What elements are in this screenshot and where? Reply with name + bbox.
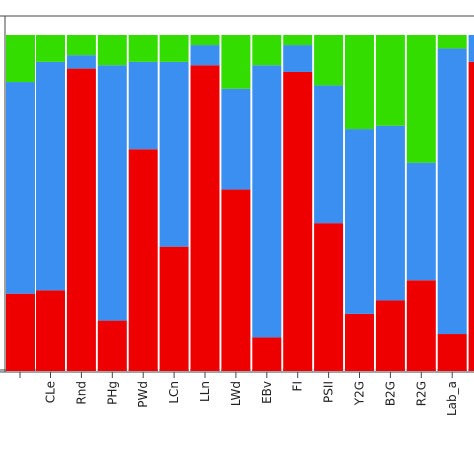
bar-segment-B2G-2	[375, 35, 405, 126]
bar-segment-PSII-0	[314, 223, 344, 371]
bar-segment-PHg-0	[97, 320, 127, 371]
bar-group	[6, 35, 474, 372]
bar-segment-CLe-0	[36, 290, 65, 371]
bar-segment-PWd-0	[128, 149, 158, 371]
bar-segment-Y2G-1	[345, 129, 374, 314]
bar-segment-FI-1	[283, 45, 313, 72]
bar-segment-LWd-1	[221, 88, 251, 190]
bar-segment-partial-red	[6, 293, 35, 371]
x-tick-label: EBv	[260, 381, 274, 404]
bar-segment-Lab_a-1	[437, 48, 467, 335]
bar-segment-PSII-2	[314, 35, 344, 86]
bar-segment-LLn-2	[190, 35, 220, 46]
bar-segment-Y2G-0	[345, 313, 374, 371]
x-tick-label: Lab_a	[445, 381, 459, 416]
x-tick-label: LLn	[198, 381, 212, 402]
x-tick-label: R2G	[414, 381, 428, 406]
bar-segment-partial-blue	[6, 82, 35, 294]
bar-segment-Lab_b-1	[468, 35, 474, 62]
bar-segment-Rnd-0	[66, 68, 96, 371]
x-tick-label: Rnd	[74, 381, 88, 405]
bar-segment-PSII-1	[314, 85, 344, 224]
bar-segment-R2G-1	[406, 162, 436, 281]
x-tick-label: LWd	[229, 381, 243, 406]
bar-segment-LCn-0	[159, 246, 189, 371]
bar-segment-EBv-1	[252, 65, 282, 338]
bar-segment-Lab_a-2	[437, 35, 467, 49]
bar-segment-R2G-2	[406, 35, 436, 163]
bar-segment-EBv-2	[252, 35, 282, 66]
bar-segment-PWd-2	[128, 35, 158, 62]
bar-segment-CLe-2	[36, 35, 65, 62]
bar-segment-Lab_b-0	[468, 61, 474, 371]
bar-segment-Rnd-2	[66, 35, 96, 56]
bar-segment-LLn-1	[190, 45, 220, 66]
bar-segment-PHg-1	[97, 65, 127, 321]
bar-segment-partial-green	[6, 35, 35, 83]
x-tick-label: Y2G	[353, 381, 367, 406]
x-axis: CLe Rnd PHg PWd LCn LLn LWd EBv FI PSII Y2G B2G R2G L…	[19, 372, 459, 416]
x-tick-label: PWd	[136, 381, 150, 408]
bar-segment-Rnd-1	[66, 55, 96, 69]
x-tick-label: CLe	[44, 381, 58, 403]
x-tick-label: LCn	[167, 381, 181, 404]
bar-segment-LWd-0	[221, 189, 251, 371]
bar-segment-B2G-0	[375, 300, 405, 371]
bar-segment-PHg-2	[97, 35, 127, 66]
bar-segment-FI-0	[283, 71, 313, 372]
x-tick-label: FI	[291, 381, 305, 391]
bar-segment-R2G-0	[406, 280, 436, 371]
x-tick-label: PHg	[105, 381, 119, 405]
bar-segment-LWd-2	[221, 35, 251, 89]
bar-segment-Lab_a-0	[437, 334, 467, 371]
bar-segment-CLe-1	[36, 61, 65, 291]
bar-segment-LCn-2	[159, 35, 189, 62]
bar-segment-LCn-1	[159, 61, 189, 247]
bar-segment-LLn-0	[190, 65, 220, 372]
bar-segment-FI-2	[283, 35, 313, 46]
bar-segment-EBv-0	[252, 337, 282, 371]
bar-segment-Y2G-2	[345, 35, 374, 130]
bar-segment-PWd-1	[128, 61, 158, 150]
x-tick-label: B2G	[383, 381, 397, 406]
bar-segment-B2G-1	[375, 125, 405, 301]
x-tick-label: PSII	[322, 381, 336, 403]
